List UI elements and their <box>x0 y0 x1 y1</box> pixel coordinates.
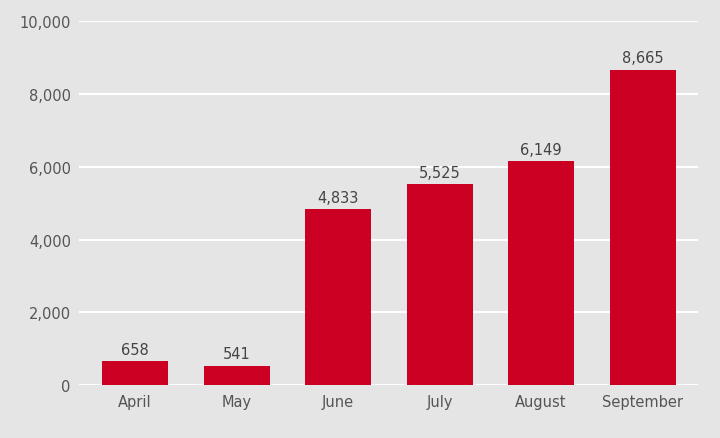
Bar <box>102 361 168 385</box>
Text: 4,833: 4,833 <box>318 191 359 205</box>
Bar <box>204 366 269 385</box>
Text: 6,149: 6,149 <box>521 143 562 158</box>
Text: 8,665: 8,665 <box>622 51 663 66</box>
Bar <box>407 184 472 385</box>
Bar <box>610 71 675 385</box>
Text: 5,525: 5,525 <box>418 165 460 180</box>
Bar <box>508 162 574 385</box>
Text: 658: 658 <box>121 342 149 357</box>
Text: 541: 541 <box>222 346 251 361</box>
Bar <box>305 210 371 385</box>
